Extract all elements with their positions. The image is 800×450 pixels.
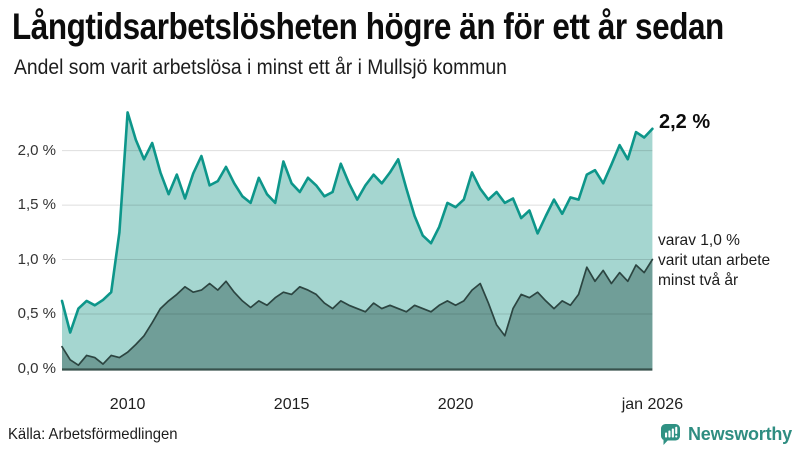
secondary-annotation-line2: varit utan arbete (658, 252, 771, 269)
y-tick-label: 1,0 % (17, 250, 56, 268)
x-tick-label: jan 2026 (621, 396, 684, 413)
secondary-annotation-line3: minst två år (658, 272, 739, 289)
x-tick-label: 2020 (437, 396, 474, 413)
last-value-annotation: 2,2 % (659, 111, 711, 133)
line-series-0 (60, 111, 654, 334)
brand-name: Newsworthy (687, 424, 792, 444)
newsworthy-logo: Newsworthy (659, 423, 792, 446)
secondary-annotation-line1: varav 1,0 % (658, 232, 740, 249)
source-note: Källa: Arbetsförmedlingen (8, 426, 178, 443)
x-tick-label: 2015 (273, 396, 310, 413)
y-tick-label: 1,5 % (17, 196, 56, 214)
y-tick-label: 0,5 % (17, 305, 56, 323)
page-subtitle: Andel som varit arbetslösa i minst ett å… (14, 56, 507, 79)
y-tick-label: 2,0 % (17, 141, 56, 159)
y-tick-label: 0,0 % (17, 359, 56, 377)
line-series-1 (61, 258, 654, 367)
newsworthy-bubble-icon (660, 424, 680, 445)
secondary-series-annotation: varav 1,0 % varit utan arbete minst två … (658, 231, 770, 291)
x-tick-label: 2010 (109, 396, 146, 413)
area-series-1 (62, 259, 653, 369)
page-title: Långtidsarbetslösheten högre än för ett … (12, 6, 724, 47)
